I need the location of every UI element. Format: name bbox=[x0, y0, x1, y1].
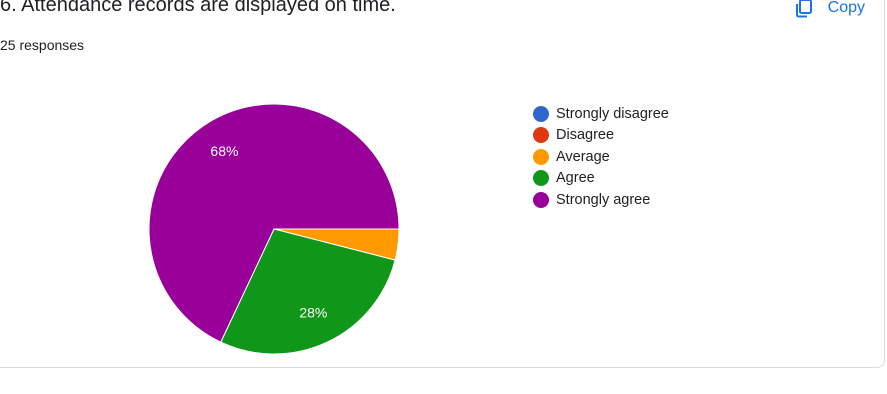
response-count: 25 responses bbox=[0, 37, 85, 53]
pie-slice-strongly-agree[interactable] bbox=[148, 103, 400, 343]
question-title: 6. Attendance records are displayed on t… bbox=[0, 0, 396, 16]
copy-button[interactable]: Copy bbox=[794, 0, 865, 20]
copy-label: Copy bbox=[827, 0, 865, 16]
response-card bbox=[0, 0, 885, 368]
legend-swatch bbox=[533, 148, 549, 165]
legend-item: Strongly disagree bbox=[533, 103, 669, 125]
pie-data-label: 28% bbox=[299, 305, 327, 321]
chart-legend: Strongly disagree Disagree Average Agree Str… bbox=[533, 103, 669, 211]
legend-swatch bbox=[533, 191, 549, 208]
legend-label: Agree bbox=[556, 170, 595, 187]
pie-slice-agree[interactable] bbox=[220, 228, 396, 355]
legend-swatch bbox=[533, 105, 549, 122]
legend-swatch bbox=[533, 127, 549, 144]
legend-item: Agree bbox=[533, 168, 669, 190]
legend-label: Strongly disagree bbox=[556, 105, 669, 122]
legend-label: Average bbox=[556, 148, 610, 165]
legend-label: Strongly agree bbox=[556, 191, 651, 208]
pie-data-label: 68% bbox=[210, 143, 238, 159]
legend-swatch bbox=[533, 170, 549, 187]
legend-item: Average bbox=[533, 146, 669, 168]
legend-item: Strongly agree bbox=[533, 189, 669, 211]
legend-label: Disagree bbox=[556, 127, 615, 144]
legend-item: Disagree bbox=[533, 125, 669, 147]
copy-icon bbox=[794, 0, 814, 18]
